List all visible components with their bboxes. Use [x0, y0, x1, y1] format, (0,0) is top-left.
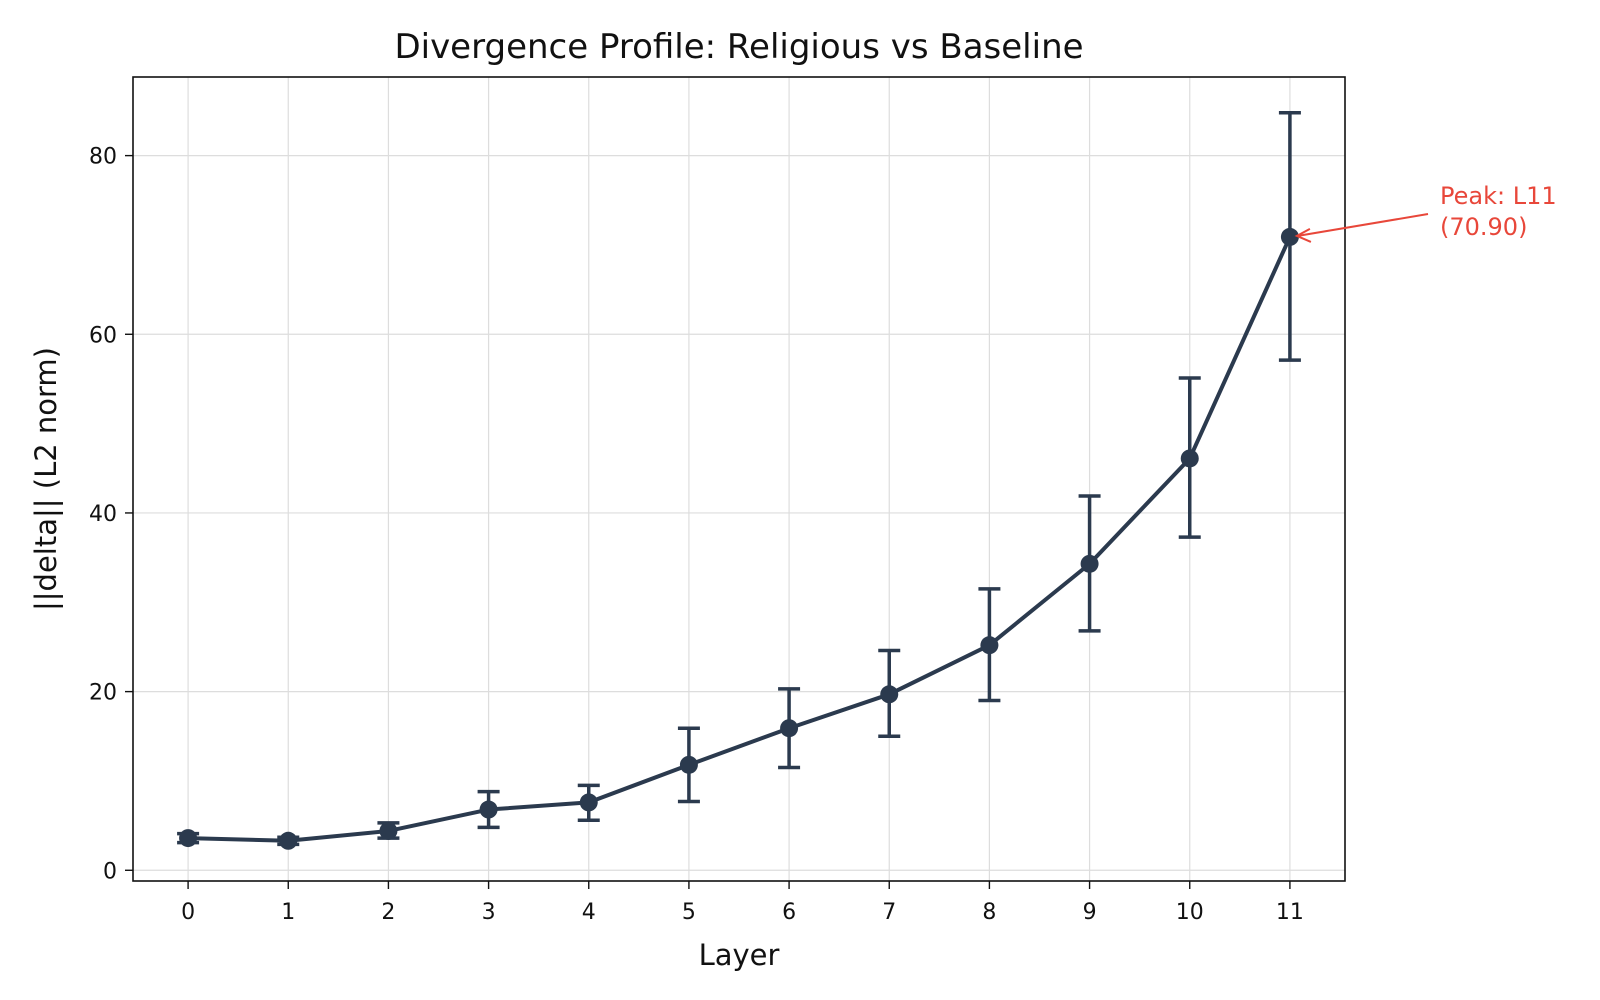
data-point — [679, 755, 698, 774]
y-tick-label: 60 — [89, 323, 117, 348]
data-point — [379, 821, 398, 840]
x-tick-label: 6 — [782, 900, 796, 925]
chart-title: Divergence Profile: Religious vs Baselin… — [394, 27, 1083, 67]
annotation-label-line1: Peak: L11 — [1440, 182, 1557, 210]
annotation-arrow-line — [1297, 213, 1429, 237]
data-point — [579, 793, 598, 812]
x-tick-label: 2 — [381, 900, 395, 925]
plot-frame — [132, 76, 1346, 882]
x-tick-label: 5 — [682, 900, 696, 925]
data-point — [780, 719, 799, 738]
data-point — [179, 829, 198, 848]
data-point — [1280, 227, 1299, 246]
x-tick-label: 0 — [181, 900, 195, 925]
x-tick-label: 1 — [281, 900, 295, 925]
annotation-arrowhead — [1294, 228, 1312, 243]
series-line — [188, 236, 1292, 843]
x-tick-label: 11 — [1276, 900, 1304, 925]
data-point — [279, 831, 298, 850]
data-point — [880, 685, 899, 704]
y-tick-label: 80 — [89, 145, 117, 170]
series-line-group — [179, 227, 1299, 850]
x-tick-label: 7 — [882, 900, 896, 925]
annotation-label-line2: (70.90) — [1440, 213, 1527, 241]
axis-ticks: 0 1 2 3 4 5 6 7 8 9 10 11 0 20 40 60 80 — [89, 145, 1304, 925]
data-point — [1080, 554, 1099, 573]
x-tick-label: 9 — [1083, 900, 1097, 925]
y-tick-label: 40 — [89, 502, 117, 527]
peak-annotation: Peak: L11 (70.90) — [1294, 182, 1557, 243]
data-point — [479, 800, 498, 819]
y-tick-label: 20 — [89, 681, 117, 706]
y-axis-title: ||delta|| (L2 norm) — [29, 347, 63, 611]
error-bars — [177, 110, 1301, 847]
x-tick-label: 10 — [1176, 900, 1204, 925]
data-point — [980, 636, 999, 655]
x-tick-label: 8 — [982, 900, 996, 925]
x-tick-label: 4 — [582, 900, 596, 925]
grid-lines — [133, 77, 1345, 881]
x-tick-label: 3 — [482, 900, 496, 925]
x-axis-title: Layer — [699, 938, 780, 972]
y-tick-label: 0 — [103, 859, 117, 884]
data-point — [1180, 449, 1199, 468]
